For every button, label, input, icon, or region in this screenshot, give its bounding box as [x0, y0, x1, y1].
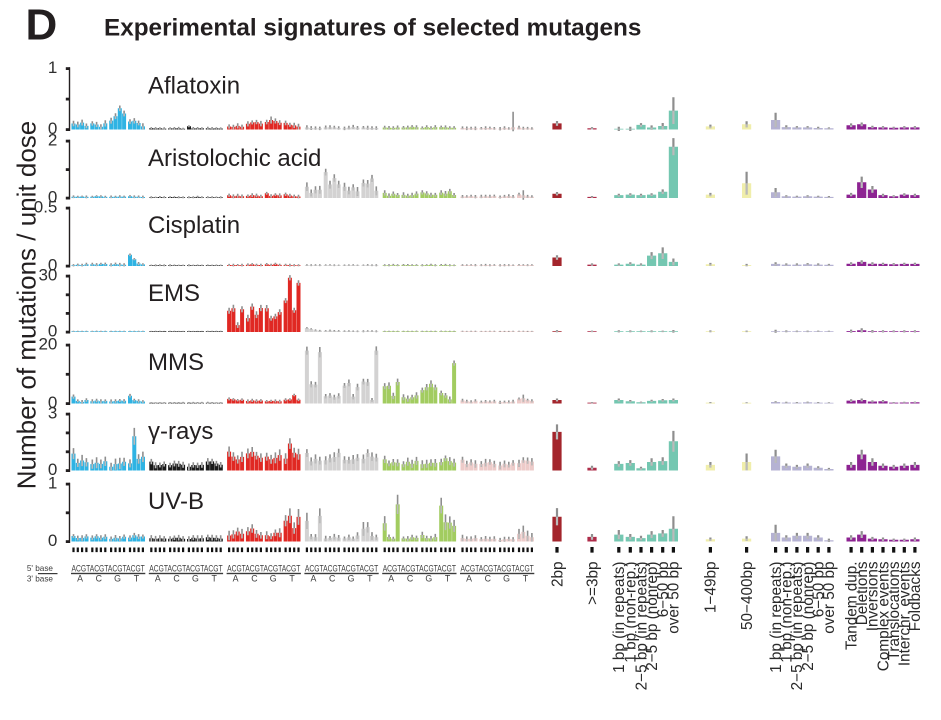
svg-text:A: A [388, 574, 394, 584]
svg-text:ACGTACGTACGTACGT: ACGTACGTACGTACGT [227, 563, 301, 573]
svg-text:A: A [466, 574, 472, 584]
svg-text:G: G [503, 574, 510, 584]
svg-text:Aristolochic acid: Aristolochic acid [148, 145, 321, 172]
svg-text:6−50 bp: 6−50 bp [811, 562, 828, 618]
svg-text:Tandem dup.: Tandem dup. [843, 562, 860, 650]
svg-text:ACGTACGTACGTACGT: ACGTACGTACGTACGT [305, 563, 379, 573]
svg-text:T: T [523, 574, 529, 584]
svg-text:2bp: 2bp [549, 562, 566, 588]
svg-text:1 bp (non-rep.): 1 bp (non-rep.) [623, 562, 640, 663]
svg-text:T: T [445, 574, 451, 584]
svg-text:T: T [134, 574, 140, 584]
svg-text:C: C [407, 574, 414, 584]
svg-text:0: 0 [48, 531, 57, 550]
svg-text:ACGTACGTACGTACGT: ACGTACGTACGTACGT [383, 563, 457, 573]
svg-text:Experimental signatures of sel: Experimental signatures of selected muta… [104, 15, 641, 42]
svg-text:Translocations: Translocations [886, 561, 903, 660]
svg-text:Interchr. events: Interchr. events [897, 561, 914, 666]
svg-text:1: 1 [48, 58, 57, 77]
svg-text:C: C [485, 574, 492, 584]
svg-text:0: 0 [48, 393, 57, 412]
svg-text:2: 2 [48, 131, 57, 150]
svg-text:over 50 bp: over 50 bp [666, 562, 683, 634]
svg-text:0: 0 [48, 322, 57, 341]
svg-text:1 bp (in repeats): 1 bp (in repeats) [611, 562, 628, 673]
svg-text:0: 0 [48, 460, 57, 479]
svg-text:1−49bp: 1−49bp [703, 562, 720, 613]
svg-text:over 50 bp: over 50 bp [821, 562, 838, 634]
svg-text:A: A [310, 574, 316, 584]
svg-text:MMS: MMS [148, 349, 204, 376]
svg-text:G: G [114, 574, 121, 584]
svg-text:Cisplatin: Cisplatin [148, 212, 240, 239]
svg-text:0: 0 [48, 188, 57, 207]
svg-text:2−5 bp (in repeats): 2−5 bp (in repeats) [633, 562, 650, 691]
svg-text:G: G [192, 574, 199, 584]
svg-text:C: C [173, 574, 180, 584]
svg-text:G: G [270, 574, 277, 584]
svg-text:T: T [367, 574, 373, 584]
svg-text:G: G [425, 574, 432, 584]
svg-text:ACGTACGTACGTACGT: ACGTACGTACGTACGT [461, 563, 535, 573]
svg-text:T: T [212, 574, 218, 584]
svg-text:20: 20 [38, 335, 57, 354]
svg-text:ACGTACGTACGTACGT: ACGTACGTACGTACGT [149, 563, 223, 573]
svg-text:5' base: 5' base [27, 564, 54, 573]
svg-text:Foldbacks: Foldbacks [907, 561, 924, 631]
svg-text:2−5 bp (nonrep): 2−5 bp (nonrep) [644, 562, 661, 671]
svg-text:1 bp (non-rep.): 1 bp (non-rep.) [779, 562, 796, 663]
svg-text:A: A [155, 574, 161, 584]
svg-text:C: C [96, 574, 103, 584]
svg-text:Deletions: Deletions [854, 561, 871, 625]
svg-text:T: T [289, 574, 295, 584]
svg-text:G: G [348, 574, 355, 584]
svg-text:Inversions: Inversions [865, 561, 882, 631]
svg-text:Complex events: Complex events [875, 561, 892, 671]
svg-text:3' base: 3' base [27, 575, 54, 584]
svg-text:1 bp (in repeats): 1 bp (in repeats) [768, 562, 785, 673]
svg-text:A: A [233, 574, 239, 584]
svg-text:γ-rays: γ-rays [148, 418, 213, 445]
svg-text:2−5 bp (nonrep): 2−5 bp (nonrep) [800, 562, 817, 671]
svg-text:UV-B: UV-B [148, 488, 204, 515]
svg-text:0: 0 [48, 119, 57, 138]
svg-text:6−50 bp: 6−50 bp [655, 562, 672, 618]
svg-text:1: 1 [48, 474, 57, 493]
svg-text:50−400bp: 50−400bp [739, 562, 756, 631]
svg-text:C: C [329, 574, 336, 584]
svg-text:3: 3 [48, 404, 57, 423]
svg-text:ACGTACGTACGTACGT: ACGTACGTACGTACGT [72, 563, 146, 573]
svg-text:30: 30 [38, 266, 57, 285]
svg-text:0: 0 [48, 256, 57, 275]
svg-text:Number of mutations / unit dos: Number of mutations / unit dose [12, 121, 42, 490]
svg-text:EMS: EMS [148, 280, 200, 307]
svg-text:C: C [251, 574, 258, 584]
svg-text:A: A [77, 574, 83, 584]
svg-text:>=3bp: >=3bp [584, 562, 601, 605]
svg-text:0.5: 0.5 [34, 198, 58, 217]
svg-text:2−5 bp (in repeats): 2−5 bp (in repeats) [789, 562, 806, 691]
svg-text:Aflatoxin: Aflatoxin [148, 73, 240, 100]
svg-text:D: D [26, 1, 58, 50]
